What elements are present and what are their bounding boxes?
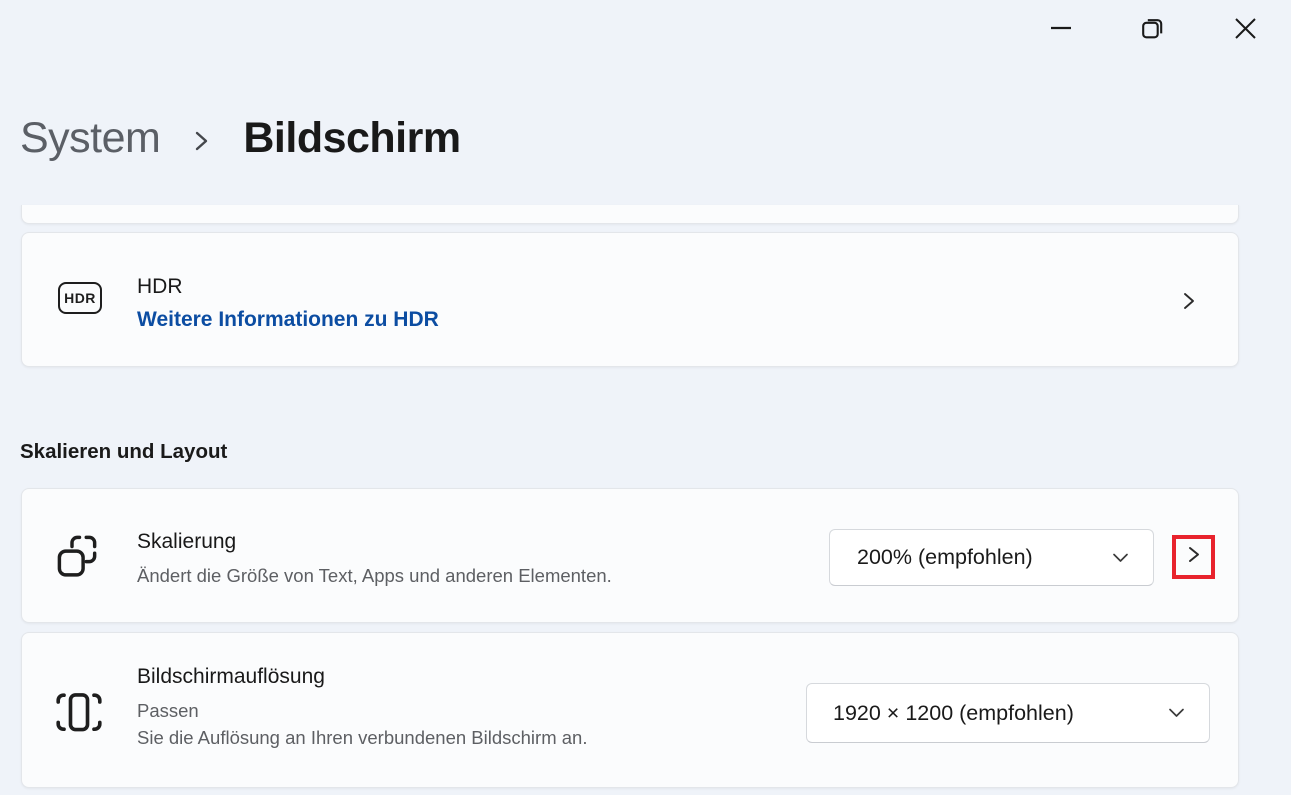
restore-button[interactable] (1129, 8, 1175, 48)
resolution-description-line1: Passen (137, 700, 199, 721)
scaling-dropdown-value: 200% (empfohlen) (857, 545, 1033, 569)
hdr-title: HDR (137, 275, 183, 298)
section-header-skalieren-und-layout: Skalieren und Layout (20, 440, 228, 463)
scaling-description: Ändert die Größe von Text, Apps und ande… (137, 565, 612, 586)
scaling-detail-chevron-button[interactable] (1172, 535, 1215, 579)
scaling-card: Skalierung Ändert die Größe von Text, Ap… (21, 488, 1239, 623)
resolution-description-line2: Sie die Auflösung an Ihren verbundenen B… (137, 727, 588, 748)
hdr-card[interactable]: HDR HDR Weitere Informationen zu HDR (21, 232, 1239, 367)
breadcrumb-chevron-icon (193, 129, 210, 153)
minimize-button[interactable] (1038, 8, 1084, 48)
resolution-dropdown[interactable]: 1920 × 1200 (empfohlen) (806, 683, 1210, 743)
partial-card-above (21, 205, 1239, 224)
close-icon (1234, 17, 1257, 40)
hdr-chevron-right-icon[interactable] (1175, 287, 1203, 315)
hdr-info-link[interactable]: Weitere Informationen zu HDR (137, 308, 439, 331)
scaling-dropdown[interactable]: 200% (empfohlen) (829, 529, 1154, 586)
resolution-title: Bildschirmauflösung (137, 665, 325, 688)
resolution-icon (55, 687, 103, 744)
breadcrumb: System Bildschirm (20, 114, 461, 163)
minimize-icon (1050, 17, 1072, 39)
breadcrumb-system[interactable]: System (20, 114, 161, 162)
resolution-card: Bildschirmauflösung Passen Sie die Auflö… (21, 632, 1239, 788)
scaling-title: Skalierung (137, 530, 237, 553)
chevron-right-icon (1185, 545, 1202, 569)
chevron-down-icon (1112, 552, 1129, 564)
chevron-down-icon (1168, 707, 1185, 719)
close-button[interactable] (1222, 8, 1268, 48)
hdr-icon: HDR (58, 282, 102, 314)
page-title: Bildschirm (243, 114, 461, 162)
resolution-dropdown-value: 1920 × 1200 (empfohlen) (833, 700, 1074, 725)
scale-icon (57, 532, 99, 587)
restore-icon (1140, 16, 1165, 41)
